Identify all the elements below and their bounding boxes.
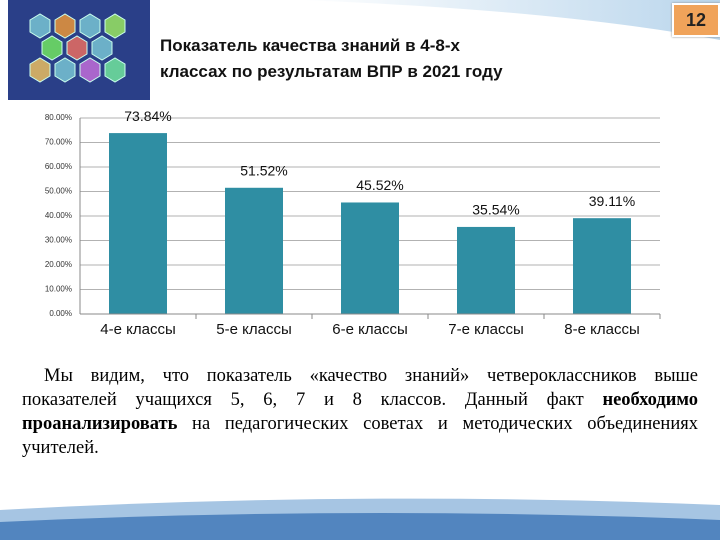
- text: на педагогических советах и методических…: [22, 414, 698, 458]
- value-label: 39.11%: [589, 193, 635, 209]
- y-tick-label: 60.00%: [45, 162, 72, 171]
- x-tick-label: 5-е классы: [216, 321, 291, 338]
- bar: [225, 187, 283, 314]
- y-tick-label: 80.00%: [45, 113, 72, 122]
- x-tick-label: 6-е классы: [332, 321, 407, 338]
- text: Мы видим, что показатель «качество знани…: [22, 366, 698, 410]
- slide-number: 12: [672, 3, 720, 37]
- bottom-band: [0, 512, 720, 540]
- value-label: 35.54%: [472, 202, 519, 218]
- title-line: классах по результатам ВПР в 2021 году: [160, 62, 503, 81]
- x-tick-label: 7-е классы: [448, 321, 523, 338]
- top-band: [300, 0, 720, 40]
- slide-title: Показатель качества знаний в 4-8-х класс…: [160, 33, 503, 85]
- x-tick-label: 4-е классы: [100, 321, 175, 338]
- collage: [8, 0, 150, 100]
- y-tick-label: 70.00%: [45, 138, 72, 147]
- value-label: 51.52%: [240, 162, 287, 178]
- y-tick-label: 50.00%: [45, 187, 72, 196]
- bold-text: необходимо проанализировать: [22, 390, 698, 434]
- y-tick-label: 30.00%: [45, 236, 72, 245]
- bar: [457, 226, 515, 314]
- bar: [109, 133, 167, 314]
- title-line: Показатель качества знаний в 4-8-х: [160, 36, 460, 55]
- value-label: 73.84%: [124, 108, 171, 124]
- bar: [573, 218, 631, 314]
- x-tick-label: 8-е классы: [564, 321, 639, 338]
- y-tick-label: 0.00%: [49, 309, 72, 318]
- value-label: 45.52%: [356, 177, 403, 193]
- chart: 0.00% 10.00% 20.00% 30.00% 40.00% 50.00% 60.00…: [45, 108, 661, 338]
- bar: [341, 202, 399, 314]
- y-tick-label: 40.00%: [45, 211, 72, 220]
- y-tick-label: 20.00%: [45, 260, 72, 269]
- paragraph: Мы видим, что показатель «качество знани…: [22, 364, 698, 460]
- y-tick-label: 10.00%: [45, 285, 72, 294]
